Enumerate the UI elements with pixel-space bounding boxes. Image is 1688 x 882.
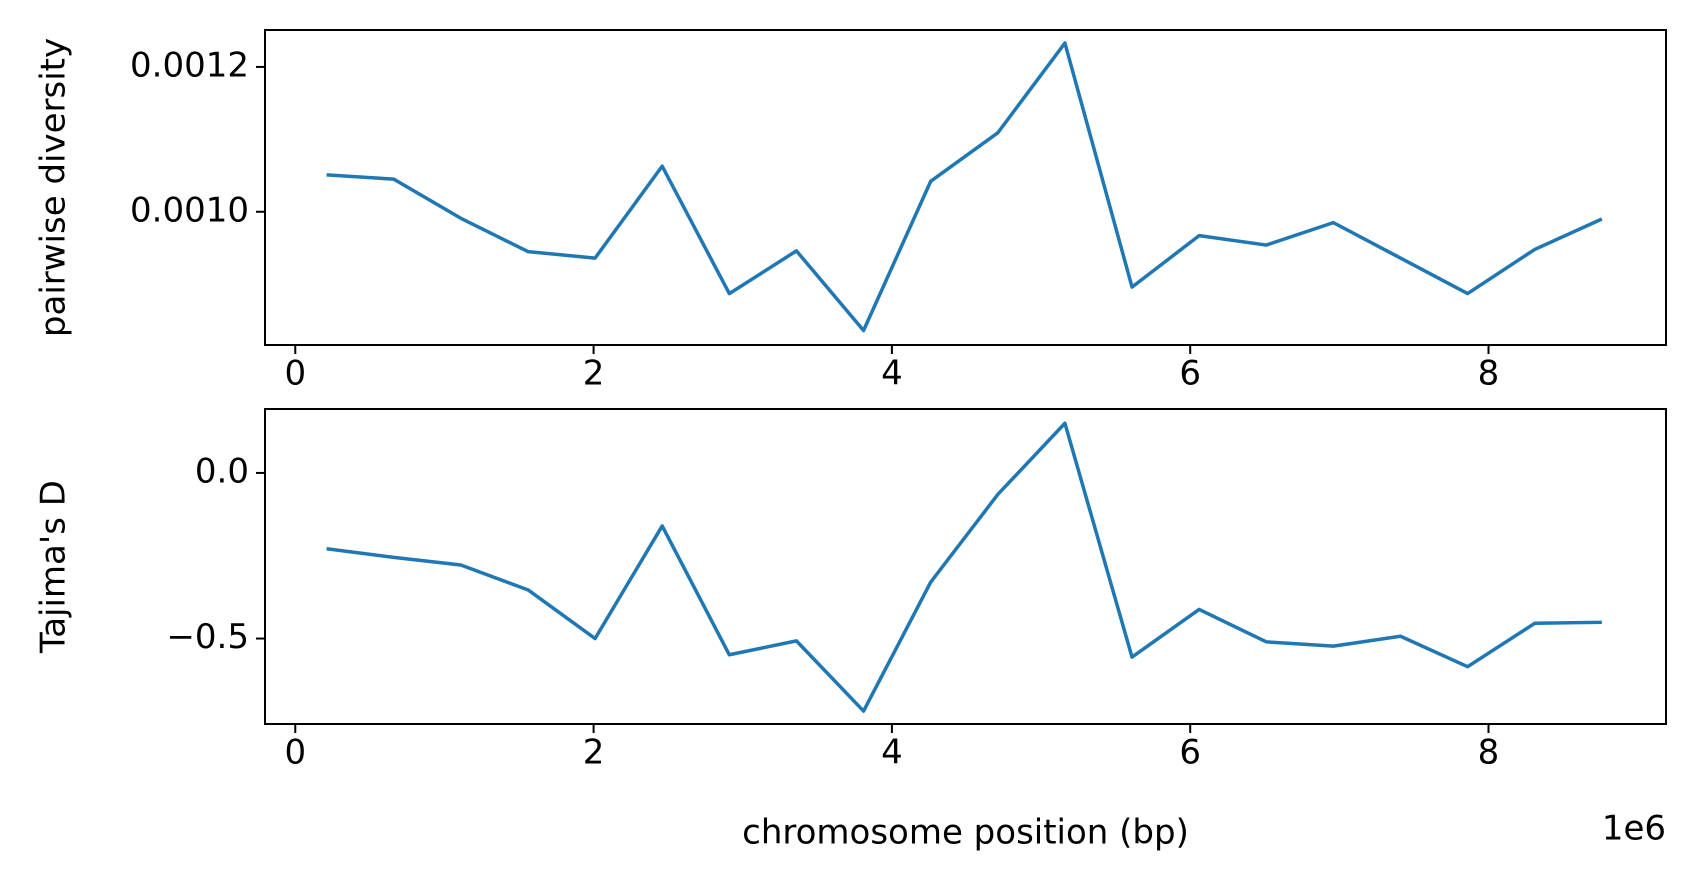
x-tick-label: 4 <box>881 733 903 773</box>
offset-text: 1e6 <box>1602 809 1666 849</box>
y-tick-label: −0.5 <box>166 617 249 657</box>
axes-frame <box>264 29 1667 346</box>
axes-frame <box>264 408 1667 725</box>
x-tick-label: 4 <box>881 354 903 394</box>
x-tick-label: 8 <box>1478 354 1500 394</box>
y-tick-label: 0.0012 <box>130 45 249 85</box>
y-tick-label: 0.0010 <box>130 190 249 230</box>
axes-background <box>265 30 1666 345</box>
x-tick-label: 0 <box>284 354 306 394</box>
x-tick-label: 2 <box>583 354 605 394</box>
x-tick-label: 0 <box>284 733 306 773</box>
x-axis-label: chromosome position (bp) <box>742 813 1189 853</box>
x-tick-label: 2 <box>583 733 605 773</box>
line <box>326 41 1603 333</box>
line <box>326 421 1602 713</box>
axes-background <box>265 409 1666 724</box>
y-axis-label: pairwise diversity <box>34 38 74 337</box>
y-axis-label: Tajima's D <box>34 480 74 654</box>
y-tick-label: 0.0 <box>195 451 249 491</box>
x-tick-label: 6 <box>1179 733 1201 773</box>
x-tick-label: 6 <box>1179 354 1201 394</box>
x-tick-label: 8 <box>1478 733 1500 773</box>
